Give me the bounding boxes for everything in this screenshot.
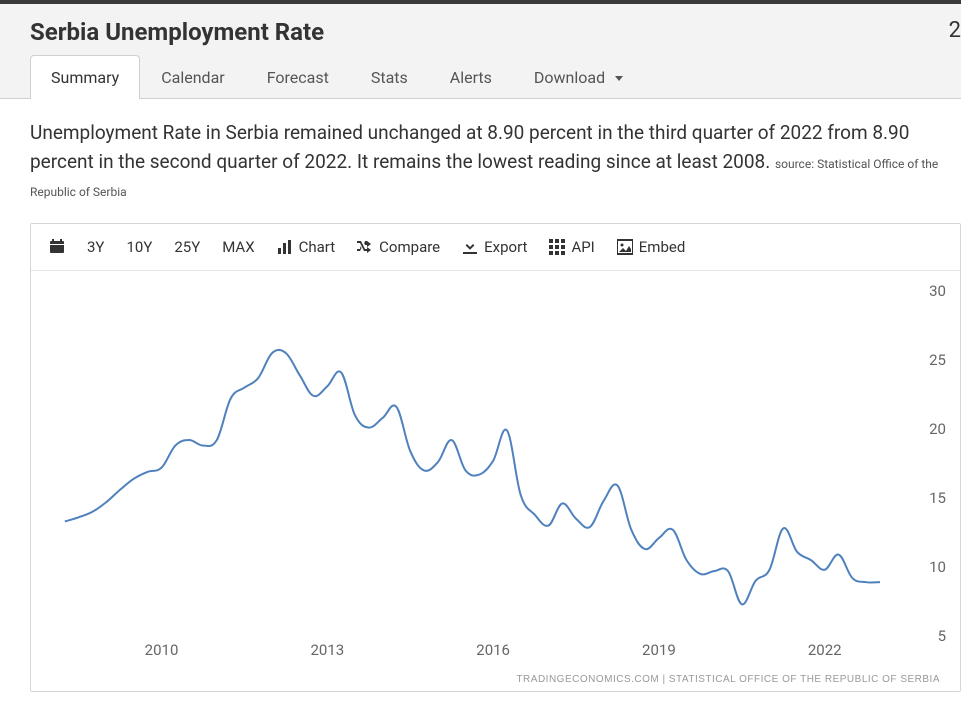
- x-tick-label: 2019: [642, 641, 676, 659]
- shuffle-icon: [357, 239, 373, 255]
- x-tick-label: 2013: [310, 641, 344, 659]
- y-tick-label: 30: [929, 282, 946, 300]
- line-chart: [51, 291, 880, 636]
- range-max[interactable]: MAX: [222, 238, 254, 256]
- summary-paragraph: Unemployment Rate in Serbia remained unc…: [30, 119, 961, 205]
- chart-label: Chart: [299, 238, 336, 256]
- tab-download[interactable]: Download: [513, 55, 644, 99]
- x-tick-label: 2022: [808, 641, 842, 659]
- bar-chart-icon: [277, 239, 293, 255]
- embed-button[interactable]: Embed: [617, 238, 686, 256]
- y-tick-label: 10: [929, 558, 946, 576]
- y-tick-label: 5: [938, 627, 946, 645]
- range-10y[interactable]: 10Y: [126, 238, 152, 256]
- compare-label: Compare: [379, 238, 440, 256]
- chevron-down-icon: [615, 76, 623, 81]
- export-label: Export: [484, 238, 527, 256]
- embed-label: Embed: [639, 238, 686, 256]
- tab-calendar[interactable]: Calendar: [140, 55, 245, 99]
- y-axis-labels: 51015202530: [896, 291, 946, 636]
- x-axis-labels: 2010 2013 2016 2019 2022: [51, 641, 880, 661]
- y-tick-label: 15: [929, 489, 946, 507]
- tabs: SummaryCalendarForecastStatsAlertsDownlo…: [30, 55, 961, 99]
- tab-summary[interactable]: Summary: [30, 55, 140, 99]
- chart-panel: 3Y 10Y 25Y MAX Chart Compare Export API Emb…: [30, 223, 961, 692]
- x-tick-label: 2010: [145, 641, 179, 659]
- y-tick-label: 25: [929, 351, 946, 369]
- chart-toolbar: 3Y 10Y 25Y MAX Chart Compare Export API Emb…: [31, 224, 960, 271]
- chart-area[interactable]: 5 10 15 20 25 30 2010 2013 2016 2019 2022 TRADING…: [31, 271, 960, 691]
- tab-stats[interactable]: Stats: [350, 55, 429, 99]
- range-3y[interactable]: 3Y: [87, 238, 104, 256]
- compare-button[interactable]: Compare: [357, 238, 440, 256]
- api-button[interactable]: API: [549, 238, 594, 256]
- grid-icon: [549, 239, 565, 255]
- x-tick-label: 2016: [476, 641, 510, 659]
- chart-button[interactable]: Chart: [277, 238, 336, 256]
- tab-forecast[interactable]: Forecast: [246, 55, 350, 99]
- header-right-fragment: 2: [949, 18, 961, 43]
- chart-credit: TRADINGECONOMICS.COM | STATISTICAL OFFIC…: [516, 674, 940, 685]
- calendar-icon[interactable]: [49, 239, 65, 255]
- image-icon: [617, 239, 633, 255]
- y-tick-label: 20: [929, 420, 946, 438]
- export-button[interactable]: Export: [462, 238, 527, 256]
- api-label: API: [571, 238, 594, 256]
- range-25y[interactable]: 25Y: [174, 238, 200, 256]
- page-title: Serbia Unemployment Rate: [30, 14, 961, 46]
- download-icon: [462, 239, 478, 255]
- tab-alerts[interactable]: Alerts: [429, 55, 513, 99]
